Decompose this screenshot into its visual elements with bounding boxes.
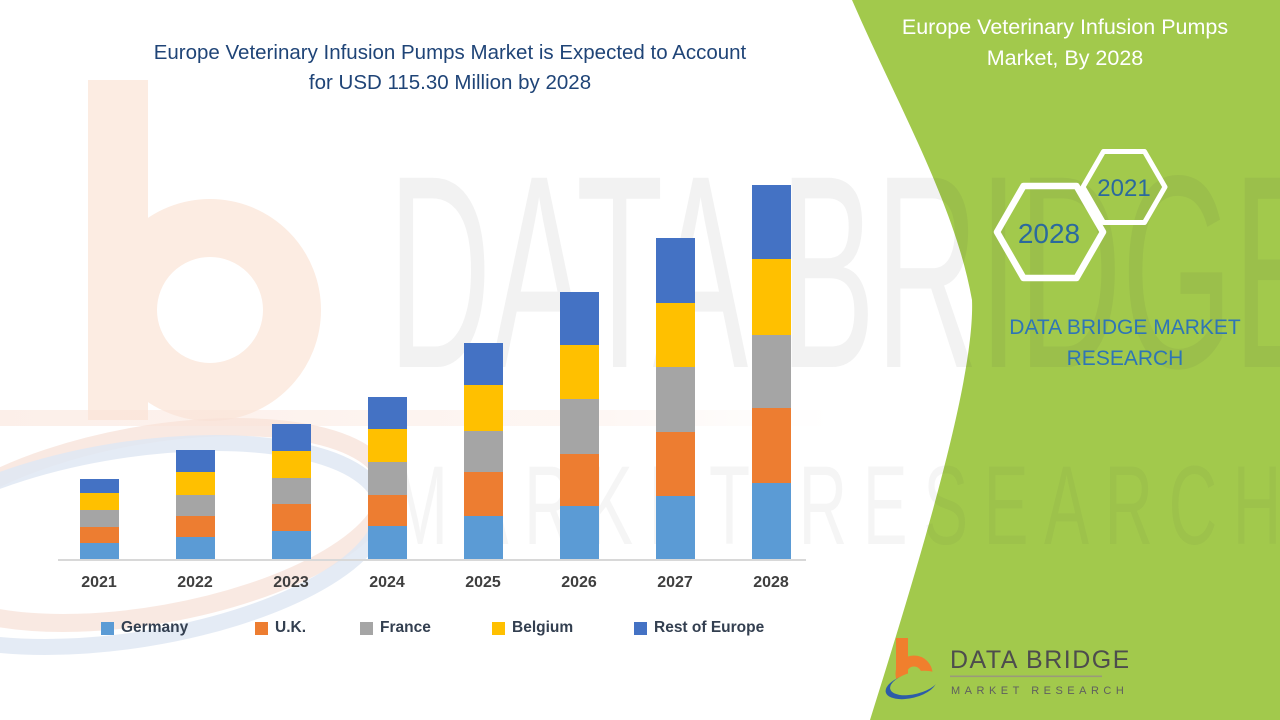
bar-segment-2022-u-k	[175, 515, 215, 538]
bar-2025	[463, 342, 503, 559]
bar-segment-2021-france	[79, 509, 119, 527]
bar-segment-2027-france	[655, 367, 695, 432]
bar-segment-2024-rest-of-europe	[367, 397, 407, 429]
bar-segment-2028-belgium	[751, 258, 791, 335]
bar-segment-2024-u-k	[367, 495, 407, 526]
bar-segment-2028-germany	[751, 483, 791, 559]
bar-segment-2025-u-k	[463, 471, 503, 516]
bar-segment-2024-germany	[367, 525, 407, 559]
bar-segment-2023-germany	[271, 531, 311, 559]
bar-2022	[175, 450, 215, 559]
chart-title: Europe Veterinary Infusion Pumps Market …	[60, 38, 840, 98]
bar-2024	[367, 397, 407, 559]
bar-segment-2027-u-k	[655, 431, 695, 497]
footer-logo: DATA BRIDGE MARKET RESEARCH	[885, 638, 1128, 700]
x-axis-label-2026: 2026	[561, 574, 597, 591]
bar-segment-2023-rest-of-europe	[271, 424, 311, 452]
x-axis-label-2027: 2027	[657, 574, 693, 591]
bar-segment-2026-belgium	[559, 345, 599, 400]
bar-segment-2024-belgium	[367, 428, 407, 462]
watermark-logo-bowl	[99, 199, 321, 421]
footer-logo-swoosh-cut	[890, 670, 939, 696]
bar-2028	[751, 185, 791, 559]
side-panel-title: Europe Veterinary Infusion Pumps Market,…	[880, 12, 1250, 74]
bar-2026	[559, 291, 599, 559]
bar-segment-2021-belgium	[79, 492, 119, 510]
x-axis-label-2028: 2028	[753, 574, 789, 591]
bar-segment-2027-belgium	[655, 302, 695, 368]
bar-2021	[79, 478, 119, 559]
bar-segment-2021-u-k	[79, 526, 119, 543]
bar-segment-2023-u-k	[271, 504, 311, 532]
bar-segment-2028-rest-of-europe	[751, 185, 791, 259]
bar-segment-2025-germany	[463, 515, 503, 559]
side-panel-background	[852, 0, 1280, 720]
bar-segment-2023-france	[271, 477, 311, 505]
bar-segment-2025-rest-of-europe	[463, 342, 503, 386]
bar-segment-2022-germany	[175, 537, 215, 559]
bar-segment-2021-germany	[79, 542, 119, 559]
brand-text: DATA BRIDGE MARKET RESEARCH	[1009, 316, 1241, 370]
bar-segment-2025-france	[463, 430, 503, 472]
chart-title-line1: Europe Veterinary Infusion Pumps Market …	[153, 41, 747, 64]
bar-segment-2027-germany	[655, 496, 695, 559]
footer-logo-divider	[950, 675, 1102, 678]
bar-2023	[271, 424, 311, 559]
x-axis-label-2024: 2024	[369, 574, 405, 591]
x-axis-line	[58, 559, 806, 561]
bar-segment-2027-rest-of-europe	[655, 238, 695, 303]
bar-segment-2022-france	[175, 495, 215, 516]
x-axis-label-2022: 2022	[177, 574, 213, 591]
side-panel-title-line2: Market, By 2028	[986, 46, 1144, 70]
bar-segment-2028-u-k	[751, 408, 791, 484]
bar-segment-2023-belgium	[271, 451, 311, 478]
chart-title-line2: for USD 115.30 Million by 2028	[308, 71, 592, 94]
bar-segment-2026-germany	[559, 506, 599, 559]
x-axis-label-2021: 2021	[81, 574, 117, 591]
bar-segment-2026-rest-of-europe	[559, 291, 599, 346]
bar-segment-2028-france	[751, 334, 791, 409]
x-axis-label-2025: 2025	[465, 574, 501, 591]
bar-segment-2022-rest-of-europe	[175, 450, 215, 472]
side-panel-title-line1: Europe Veterinary Infusion Pumps	[901, 15, 1229, 39]
footer-logo-tagline: MARKET RESEARCH	[951, 685, 1128, 697]
bar-segment-2026-france	[559, 399, 599, 454]
bar-segment-2026-u-k	[559, 453, 599, 507]
bar-segment-2024-france	[367, 461, 407, 496]
x-axis-label-2023: 2023	[273, 574, 309, 591]
bar-segment-2022-belgium	[175, 471, 215, 496]
bar-segment-2021-rest-of-europe	[79, 478, 119, 493]
footer-logo-name: DATA BRIDGE	[950, 646, 1128, 674]
bar-2027	[655, 238, 695, 559]
bar-segment-2025-belgium	[463, 385, 503, 431]
